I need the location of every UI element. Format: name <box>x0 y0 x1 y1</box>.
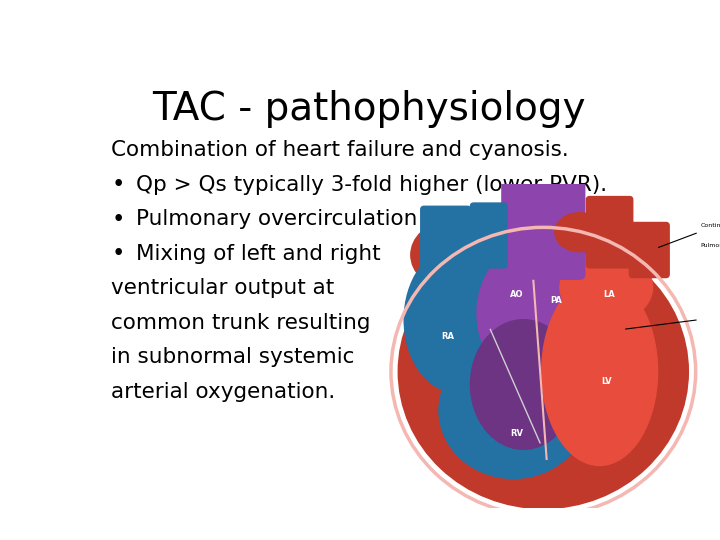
Text: ventricular output at: ventricular output at <box>111 278 335 298</box>
Text: Combination of heart failure and cyanosis.: Combination of heart failure and cyanosi… <box>111 140 569 160</box>
Text: Mixing of left and right: Mixing of left and right <box>136 244 380 264</box>
Text: 40: 40 <box>626 463 639 473</box>
Text: RV: RV <box>510 429 523 438</box>
Text: •: • <box>111 207 125 231</box>
Ellipse shape <box>541 278 657 465</box>
Text: Pulmon: Pulmon <box>701 242 720 248</box>
Text: Pulmonary overcirculation and heart failure.: Pulmonary overcirculation and heart fail… <box>136 209 611 229</box>
Text: Qp > Qs typically 3-fold higher (lower PVR).: Qp > Qs typically 3-fold higher (lower P… <box>136 174 607 194</box>
Ellipse shape <box>439 342 588 478</box>
FancyBboxPatch shape <box>502 179 585 279</box>
Ellipse shape <box>560 252 652 323</box>
Ellipse shape <box>397 234 689 509</box>
Text: LV: LV <box>601 377 611 387</box>
Text: common trunk resulting: common trunk resulting <box>111 313 371 333</box>
Ellipse shape <box>404 247 510 393</box>
FancyBboxPatch shape <box>586 197 633 268</box>
Text: arterial oxygenation.: arterial oxygenation. <box>111 382 336 402</box>
FancyBboxPatch shape <box>420 206 470 284</box>
Text: in subnormal systemic: in subnormal systemic <box>111 347 354 367</box>
FancyBboxPatch shape <box>629 222 669 278</box>
Text: •: • <box>111 242 125 265</box>
Ellipse shape <box>555 213 605 252</box>
Ellipse shape <box>477 240 603 386</box>
Text: AO: AO <box>510 290 523 299</box>
Ellipse shape <box>470 320 577 449</box>
Text: Continu: Continu <box>701 223 720 228</box>
Ellipse shape <box>411 222 484 287</box>
Text: PA: PA <box>551 296 562 306</box>
Text: TAC - pathophysiology: TAC - pathophysiology <box>152 90 586 128</box>
Text: •: • <box>111 173 125 196</box>
Text: LA: LA <box>603 290 616 299</box>
Text: RA: RA <box>441 332 454 341</box>
FancyBboxPatch shape <box>470 203 507 268</box>
